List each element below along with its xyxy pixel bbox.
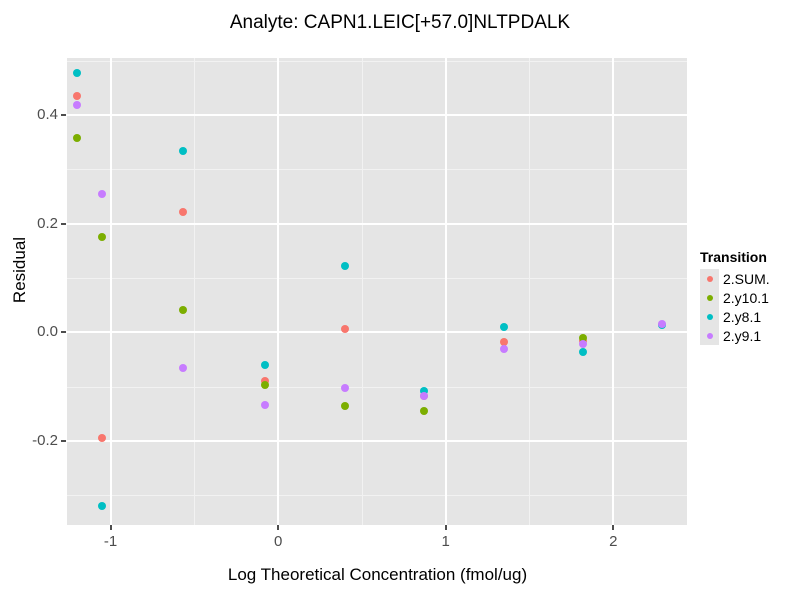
legend-item-label: 2.SUM. — [723, 270, 770, 287]
gridline-minor-horizontal — [67, 169, 687, 171]
data-point — [579, 334, 588, 343]
data-point — [419, 406, 428, 415]
data-point — [73, 68, 82, 77]
data-point — [341, 261, 350, 270]
data-point — [260, 360, 269, 369]
gridline-major-vertical — [277, 58, 280, 525]
gridline-major-horizontal — [67, 114, 687, 117]
x-axis-tick — [277, 525, 280, 530]
data-point — [260, 380, 269, 389]
gridline-major-horizontal — [67, 331, 687, 334]
x-axis-tick — [109, 525, 112, 530]
gridline-minor-vertical — [529, 58, 531, 525]
legend-color-dot — [706, 332, 713, 339]
gridline-minor-vertical — [361, 58, 363, 525]
legend-item-2-sum-[interactable]: 2.SUM. — [700, 269, 770, 288]
data-point — [419, 392, 428, 401]
data-point — [178, 305, 187, 314]
y-axis-tick — [61, 222, 66, 225]
data-point — [341, 383, 350, 392]
data-point — [98, 189, 107, 198]
data-point — [500, 323, 509, 332]
legend-title: Transition — [700, 249, 767, 265]
y-axis-tick-label: -0.2 — [32, 431, 58, 449]
chart-title: Analyte: CAPN1.LEIC[+57.0]NLTPDALK — [229, 12, 571, 33]
data-point — [73, 92, 82, 100]
data-point — [178, 147, 187, 156]
legend-color-dot — [706, 294, 713, 301]
x-axis-tick-label: 2 — [609, 533, 618, 550]
legend-color-dot — [706, 313, 713, 320]
data-point — [657, 319, 666, 328]
legend-item-label: 2.y8.1 — [723, 308, 762, 325]
y-axis-tick — [61, 439, 66, 442]
y-axis-tick-label: 0.2 — [37, 214, 58, 232]
y-axis-tick-label: 0.0 — [37, 323, 58, 341]
legend-key-swatch — [700, 326, 719, 345]
legend-items: 2.SUM. 2.y10.1 2.y8.1 2.y9.1 — [700, 269, 770, 345]
gridline-minor-vertical — [194, 58, 196, 525]
y-axis-tick-label: 0.4 — [37, 106, 58, 124]
plot-panel — [67, 58, 687, 525]
legend-key-swatch — [700, 307, 719, 326]
data-point — [500, 345, 509, 354]
gridline-major-vertical — [109, 58, 112, 525]
legend-item-2-y8-1[interactable]: 2.y8.1 — [700, 307, 770, 326]
data-point — [341, 401, 350, 410]
gridline-major-horizontal — [67, 222, 687, 225]
data-point — [178, 363, 187, 372]
gridline-major-horizontal — [67, 439, 687, 442]
legend-item-2-y9-1[interactable]: 2.y9.1 — [700, 326, 770, 345]
y-axis-tick — [61, 114, 66, 117]
data-point — [98, 233, 107, 242]
gridline-major-vertical — [444, 58, 447, 525]
data-point — [579, 348, 588, 357]
gridline-major-vertical — [612, 58, 615, 525]
data-point — [579, 339, 588, 348]
data-point — [341, 324, 350, 333]
data-point — [260, 400, 269, 409]
data-point — [73, 134, 82, 143]
gridline-minor-horizontal — [67, 386, 687, 388]
legend-item-label: 2.y9.1 — [723, 327, 762, 344]
legend-color-dot — [706, 275, 713, 282]
data-point — [98, 501, 107, 510]
x-axis-tick — [612, 525, 615, 530]
data-point — [500, 338, 509, 346]
data-point — [419, 386, 428, 395]
gridline-minor-horizontal — [67, 60, 687, 62]
x-axis-tick — [444, 525, 447, 530]
gridline-minor-horizontal — [67, 495, 687, 497]
legend-item-label: 2.y10.1 — [723, 289, 769, 306]
data-point — [73, 101, 82, 110]
data-point — [178, 207, 187, 216]
legend-key-swatch — [700, 288, 719, 307]
x-axis-tick-label: 0 — [273, 533, 283, 550]
y-axis-label: Residual — [10, 236, 29, 304]
x-axis-tick-label: -1 — [103, 533, 118, 550]
data-point — [98, 434, 107, 443]
legend: Transition 2.SUM. 2.y10.1 2.y8.1 2.y9.1 — [700, 249, 770, 345]
legend-key-swatch — [700, 269, 719, 288]
gridline-minor-horizontal — [67, 277, 687, 279]
x-axis-label: Log Theoretical Concentration (fmol/ug) — [227, 565, 528, 584]
x-axis-tick-label: 1 — [441, 533, 450, 550]
legend-item-2-y10-1[interactable]: 2.y10.1 — [700, 288, 770, 307]
y-axis-tick — [61, 331, 66, 334]
